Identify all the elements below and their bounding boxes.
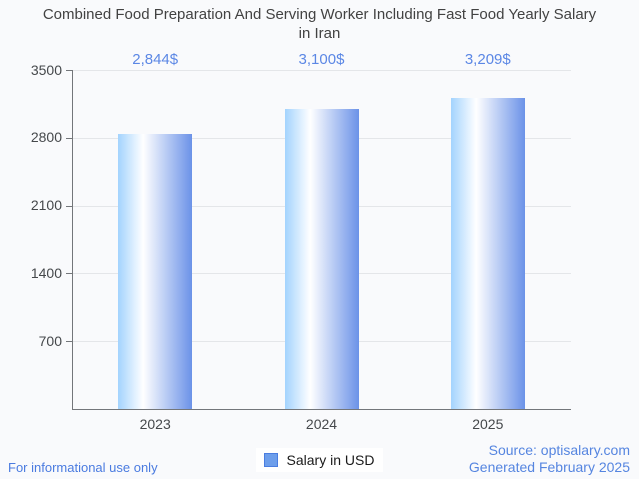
y-axis-tick bbox=[66, 205, 72, 207]
x-axis-label-2024: 2024 bbox=[305, 416, 338, 432]
bar-value-label: 3,209$ bbox=[464, 51, 511, 68]
y-axis-line bbox=[72, 70, 73, 409]
disclaimer-text: For informational use only bbox=[8, 460, 158, 475]
generated-text: Generated February 2025 bbox=[468, 459, 630, 475]
y-axis-tick-label: 1400 bbox=[30, 264, 62, 281]
bar-2023 bbox=[118, 133, 193, 409]
chart-title: Combined Food Preparation And Serving Wo… bbox=[0, 5, 639, 43]
bar-2025 bbox=[450, 98, 525, 409]
y-axis-tick-label: 2800 bbox=[30, 129, 62, 146]
gridline bbox=[72, 70, 571, 71]
legend: Salary in USD bbox=[255, 448, 384, 472]
y-axis-tick-label: 2100 bbox=[30, 197, 62, 214]
y-axis-tick bbox=[66, 273, 72, 275]
y-axis-tick-label: 700 bbox=[38, 332, 62, 349]
legend-swatch-icon bbox=[263, 453, 278, 467]
source-link[interactable]: Source: optisalary.com bbox=[488, 442, 630, 458]
chart-title-line2: in Iran bbox=[298, 25, 341, 42]
legend-label: Salary in USD bbox=[286, 452, 375, 468]
legend-row: Salary in USD bbox=[0, 448, 639, 472]
x-axis-label-2025: 2025 bbox=[472, 416, 504, 432]
source-block: Source: optisalary.com Generated Februar… bbox=[469, 442, 630, 476]
y-axis-tick bbox=[66, 70, 72, 71]
x-axis-line bbox=[72, 409, 571, 410]
y-axis-tick bbox=[66, 137, 72, 139]
x-axis-label-2023: 2023 bbox=[139, 416, 171, 432]
bar-value-label: 2,844$ bbox=[132, 51, 179, 68]
chart-title-line1: Combined Food Preparation And Serving Wo… bbox=[42, 6, 597, 23]
y-axis-tick bbox=[66, 341, 72, 343]
y-axis-tick-label: 3500 bbox=[30, 61, 62, 78]
bar-2024 bbox=[284, 108, 359, 409]
bar-value-label: 3,100$ bbox=[298, 51, 345, 68]
